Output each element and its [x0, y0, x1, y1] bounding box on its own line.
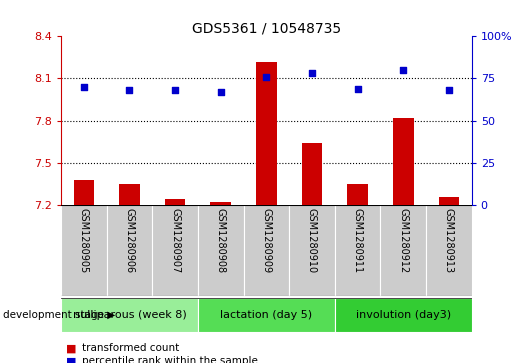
Text: GSM1280912: GSM1280912 — [398, 208, 408, 273]
Bar — [335, 205, 381, 296]
Bar — [302, 143, 322, 205]
Bar — [198, 205, 243, 296]
Text: nulliparous (week 8): nulliparous (week 8) — [73, 310, 186, 320]
Bar — [61, 298, 198, 332]
Bar — [256, 62, 277, 205]
Point — [171, 87, 179, 93]
Point — [308, 70, 316, 76]
Text: ■: ■ — [66, 343, 77, 354]
Bar — [381, 205, 426, 296]
Bar — [119, 184, 140, 205]
Bar — [152, 205, 198, 296]
Bar — [393, 118, 413, 205]
Bar — [439, 197, 459, 205]
Bar — [107, 205, 152, 296]
Bar — [243, 205, 289, 296]
Text: GSM1280907: GSM1280907 — [170, 208, 180, 273]
Text: GSM1280913: GSM1280913 — [444, 208, 454, 273]
Bar — [347, 184, 368, 205]
Title: GDS5361 / 10548735: GDS5361 / 10548735 — [192, 21, 341, 35]
Text: GSM1280911: GSM1280911 — [352, 208, 363, 273]
Text: GSM1280906: GSM1280906 — [125, 208, 135, 273]
Point — [80, 84, 88, 90]
Text: ■: ■ — [66, 356, 77, 363]
Text: GSM1280908: GSM1280908 — [216, 208, 226, 273]
Point — [445, 87, 453, 93]
Text: GSM1280910: GSM1280910 — [307, 208, 317, 273]
Bar — [426, 205, 472, 296]
Text: lactation (day 5): lactation (day 5) — [220, 310, 312, 320]
Bar — [335, 298, 472, 332]
Text: GSM1280909: GSM1280909 — [261, 208, 271, 273]
Point — [216, 89, 225, 95]
Bar — [210, 202, 231, 205]
Point — [125, 87, 134, 93]
Point — [399, 67, 408, 73]
Text: percentile rank within the sample: percentile rank within the sample — [82, 356, 258, 363]
Point — [354, 86, 362, 91]
Bar — [61, 205, 107, 296]
Bar — [74, 180, 94, 205]
Point — [262, 74, 270, 80]
Text: GSM1280905: GSM1280905 — [79, 208, 89, 273]
Text: involution (day3): involution (day3) — [356, 310, 451, 320]
Bar — [198, 298, 335, 332]
Text: transformed count: transformed count — [82, 343, 179, 354]
Bar — [165, 200, 186, 205]
Bar — [289, 205, 335, 296]
Text: development stage ▶: development stage ▶ — [3, 310, 115, 320]
